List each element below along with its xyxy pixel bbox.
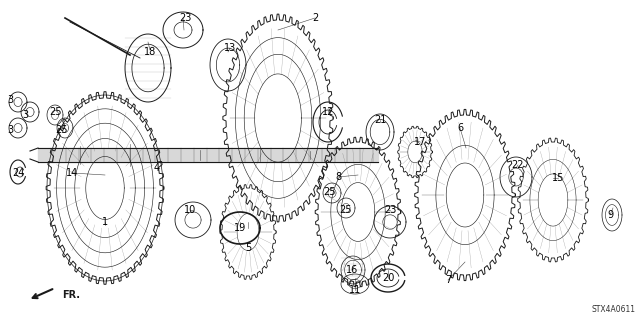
Text: 3: 3	[22, 110, 28, 120]
Text: 25: 25	[324, 187, 336, 197]
Text: 18: 18	[144, 47, 156, 57]
Text: 25: 25	[49, 107, 61, 117]
Text: 13: 13	[224, 43, 236, 53]
Text: 6: 6	[457, 123, 463, 133]
Text: 5: 5	[245, 243, 251, 253]
Text: 10: 10	[184, 205, 196, 215]
Text: 11: 11	[349, 285, 361, 295]
Text: 4: 4	[154, 163, 160, 173]
Text: 14: 14	[66, 168, 78, 178]
Text: 15: 15	[552, 173, 564, 183]
Text: 22: 22	[512, 160, 524, 170]
Text: 21: 21	[374, 115, 386, 125]
Text: 23: 23	[179, 13, 191, 23]
Text: 3: 3	[7, 125, 13, 135]
Text: FR.: FR.	[62, 290, 80, 300]
Text: 17: 17	[414, 137, 426, 147]
Text: 12: 12	[322, 107, 334, 117]
Text: STX4A0611: STX4A0611	[591, 305, 635, 314]
Text: 1: 1	[102, 217, 108, 227]
Text: 20: 20	[382, 273, 394, 283]
Text: 7: 7	[445, 275, 451, 285]
Text: 25: 25	[339, 205, 351, 215]
Text: 9: 9	[607, 210, 613, 220]
Text: 25: 25	[56, 125, 68, 135]
Text: 16: 16	[346, 265, 358, 275]
Text: 19: 19	[234, 223, 246, 233]
Text: 3: 3	[7, 95, 13, 105]
Text: 24: 24	[12, 168, 24, 178]
Text: 2: 2	[312, 13, 318, 23]
Text: 8: 8	[335, 172, 341, 182]
Text: 23: 23	[384, 205, 396, 215]
